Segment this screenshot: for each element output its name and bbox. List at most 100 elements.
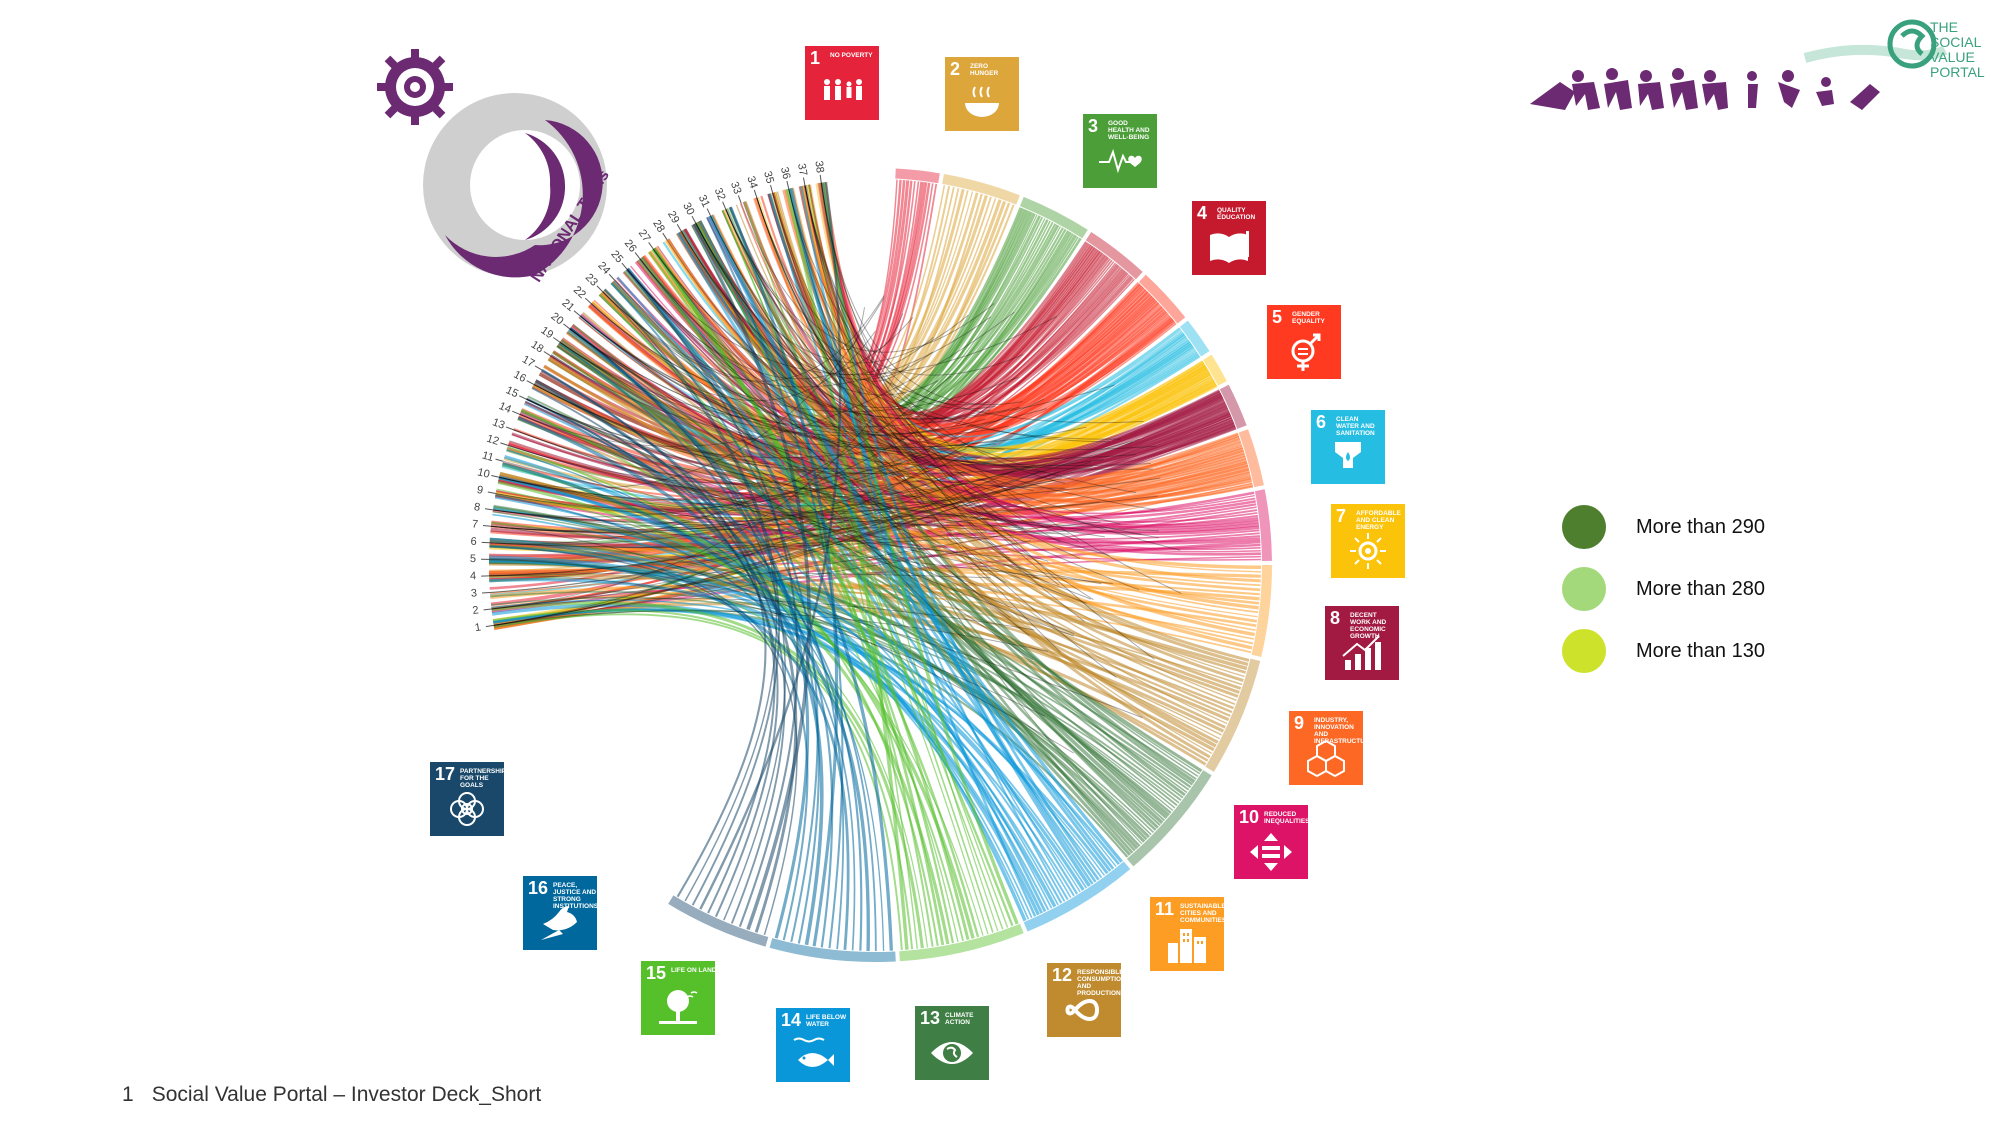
sdg-tile-4: 4 QUALITY EDUCATION xyxy=(1192,201,1266,275)
chord-link xyxy=(492,495,1158,526)
sdg-arc-11 xyxy=(1251,564,1272,658)
chord-link xyxy=(653,247,945,946)
chord-link xyxy=(626,268,1007,584)
chord-link xyxy=(490,438,1140,532)
chord-link xyxy=(490,416,938,531)
chord-link xyxy=(804,185,1022,572)
sdg-number: 3 xyxy=(1088,116,1099,136)
sdg-number: 9 xyxy=(1294,713,1305,733)
chord-link xyxy=(804,185,1027,533)
tom-label: 27 xyxy=(636,227,653,244)
chord-link xyxy=(785,188,909,950)
sdg-tile-9: 9 INDUSTRY, INNOVATION AND INFRASTRUCTURE xyxy=(1289,711,1374,785)
tom-label: 26 xyxy=(622,238,639,255)
chord-link xyxy=(697,221,1244,489)
chord-link xyxy=(823,182,1176,435)
chord-link xyxy=(652,248,1030,636)
chord-ribbons xyxy=(488,179,1262,952)
chord-link xyxy=(790,187,1259,610)
chord-link xyxy=(490,464,1036,533)
chord-link xyxy=(820,182,1023,406)
chord-link xyxy=(489,558,1143,719)
chord-link xyxy=(614,279,1023,697)
chord-link xyxy=(491,418,873,610)
sdg-title: LIFE BELOW WATER xyxy=(806,1014,847,1028)
chord-link xyxy=(756,197,1003,521)
tom-tick xyxy=(786,180,790,189)
chord-link xyxy=(695,222,1072,899)
chord-link xyxy=(725,208,1136,493)
chord-link xyxy=(526,398,1025,529)
tom-label: 17 xyxy=(520,354,537,371)
chord-link xyxy=(602,291,992,388)
chord-link xyxy=(602,291,1159,539)
tom-tick xyxy=(691,215,697,224)
chord-link xyxy=(756,197,1019,546)
sdg-number: 16 xyxy=(528,878,549,898)
tom-label: 5 xyxy=(470,553,476,565)
page-number: 1 xyxy=(122,1083,134,1106)
sdg-tile-5: 5 GENDER EQUALITY xyxy=(1267,305,1341,379)
chord-link xyxy=(489,441,1133,593)
chord-link xyxy=(695,222,1121,440)
tom-label: 12 xyxy=(485,433,500,448)
chord-link xyxy=(772,192,1085,622)
chord-link xyxy=(626,268,942,434)
chord-link xyxy=(789,187,1091,887)
chord-link xyxy=(579,315,996,450)
chord-link xyxy=(533,383,946,470)
chord-link xyxy=(820,182,904,352)
tom-tick xyxy=(802,177,806,186)
chord-link xyxy=(680,230,1046,473)
chord-link xyxy=(498,448,967,501)
chord-link xyxy=(579,315,986,436)
chord-link xyxy=(756,197,1061,653)
tom-tick xyxy=(722,201,727,210)
tom-tick xyxy=(634,252,641,260)
chord-link xyxy=(489,539,809,941)
tree-icon xyxy=(659,990,698,1024)
chord-link xyxy=(541,368,767,898)
sdg-arc-17 xyxy=(668,895,769,947)
sdg-tile-8: 8 DECENT WORK AND ECONOMIC GROWTH xyxy=(1325,606,1399,680)
runners-illustration xyxy=(1530,68,1880,110)
chord-link xyxy=(492,509,1113,584)
book-icon xyxy=(1210,231,1249,263)
chord-link xyxy=(651,248,934,947)
tom-tick xyxy=(495,458,504,462)
infinity-icon xyxy=(1065,999,1100,1021)
chord-link xyxy=(804,185,1066,484)
sdg-title: RESPONSIBLE CONSUMPTION AND PRODUCTION xyxy=(1077,969,1126,997)
tom-tick xyxy=(676,224,682,232)
legend-item: More than 290 xyxy=(1562,504,1765,550)
tom-label: 1 xyxy=(474,621,482,634)
sdg-title: GOOD HEALTH AND WELL-BEING xyxy=(1108,120,1150,141)
chord-link xyxy=(602,291,885,382)
chord-link xyxy=(579,315,1153,470)
tom-label: 19 xyxy=(538,324,555,341)
svp-line: THE xyxy=(1930,19,1958,35)
sdg-arc-10 xyxy=(1254,489,1272,561)
sdg-arc-2 xyxy=(942,174,1020,205)
chord-link xyxy=(648,251,1014,927)
sdg-number: 6 xyxy=(1316,412,1327,432)
chord-link xyxy=(489,578,1040,916)
chord-link xyxy=(788,188,963,420)
sdg-tile-1: 1 NO POVERTY xyxy=(805,46,879,120)
sdg-number: 11 xyxy=(1155,899,1175,919)
chord-link xyxy=(691,223,811,931)
sdg-arc-12 xyxy=(1205,658,1261,772)
sdg-number: 2 xyxy=(950,59,961,79)
chord-link xyxy=(695,222,988,533)
chord-link xyxy=(489,529,1084,549)
sdg-number: 13 xyxy=(920,1008,941,1028)
chord-link xyxy=(491,599,1106,876)
gender-icon xyxy=(1291,333,1321,371)
sdg-title: INDUSTRY, INNOVATION AND INFRASTRUCTURE xyxy=(1314,717,1374,745)
sdg-number: 8 xyxy=(1330,608,1341,628)
sdg-tile-14: 14 LIFE BELOW WATER xyxy=(776,1008,850,1082)
chord-link xyxy=(569,328,1152,466)
toms-swirl-icon xyxy=(423,93,607,278)
chord-link xyxy=(560,338,1132,856)
sdg-title: PARTNERSHIPS FOR THE GOALS xyxy=(460,768,511,789)
